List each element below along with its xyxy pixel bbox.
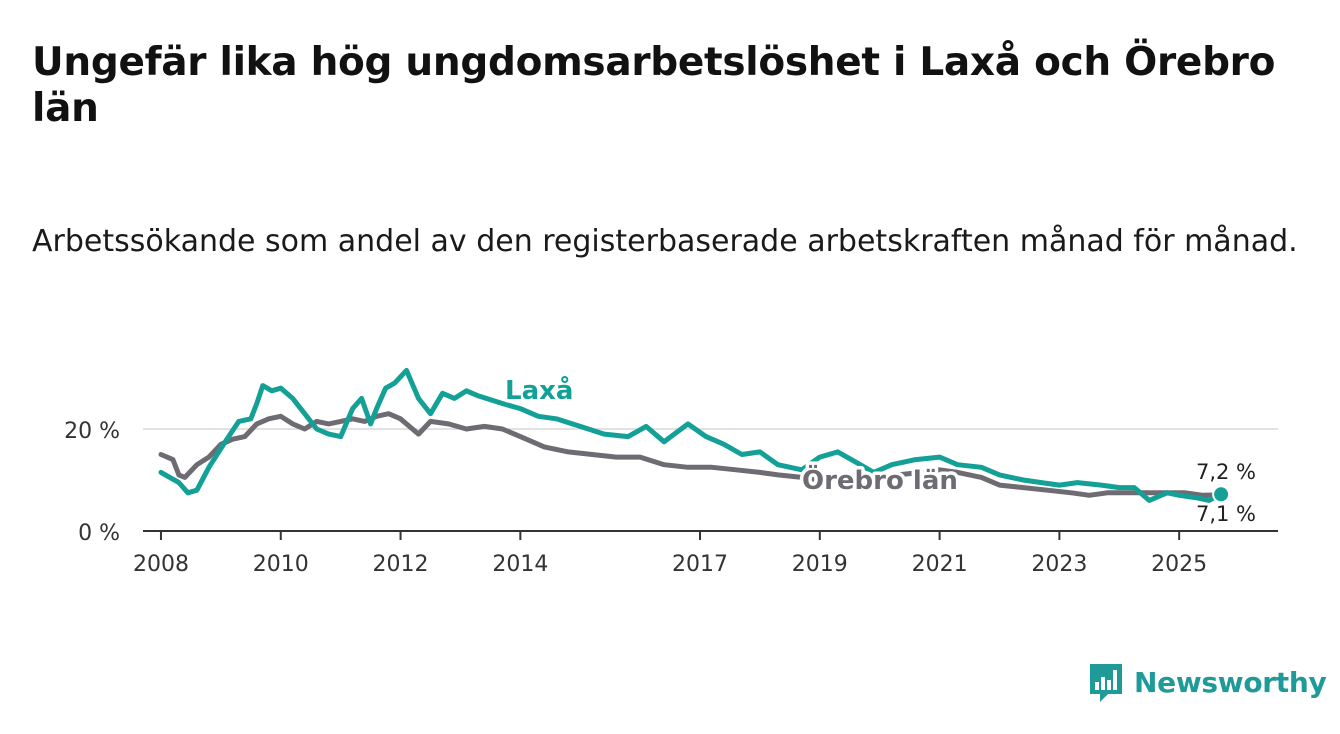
x-tick-label: 2012 xyxy=(373,552,429,577)
x-tick-label: 2025 xyxy=(1151,552,1207,577)
x-tick-label: 2019 xyxy=(792,552,848,577)
series-label-laxa: Laxå xyxy=(505,374,573,406)
page-title: Ungefär lika hög ungdomsarbetslöshet i L… xyxy=(32,40,1276,131)
newsworthy-logo-icon xyxy=(1090,664,1122,702)
x-tick-label: 2021 xyxy=(912,552,968,577)
brand-name: Newsworthy xyxy=(1134,665,1327,699)
series-end-point-laxa xyxy=(1212,485,1231,504)
axes: 0 % 20 % 2008 2010 2012 2014 2017 2019 2021 2023 2… xyxy=(64,419,1278,577)
end-label-laxa: 7,2 % xyxy=(1196,460,1256,484)
x-tick-label: 2023 xyxy=(1031,552,1087,577)
x-tick-label: 2017 xyxy=(672,552,728,577)
brand-logo: Newsworthy xyxy=(1088,660,1327,704)
series-label-orebro-lan: Örebro län xyxy=(802,463,958,496)
x-tick-label: 2014 xyxy=(492,552,548,577)
labels-layer: Laxå Örebro län 7,2 % 7,1 % xyxy=(502,371,1259,529)
x-tick-label: 2010 xyxy=(253,552,309,577)
chart-subtitle: Arbetssökande som andel av den registerb… xyxy=(32,224,1298,259)
series-line-laxa xyxy=(158,367,1224,503)
series-line-orebro-lan xyxy=(158,411,1224,498)
y-tick-label: 20 % xyxy=(64,419,120,444)
y-tick-label: 0 % xyxy=(78,521,120,546)
end-label-orebro-lan: 7,1 % xyxy=(1196,502,1256,526)
series-layer xyxy=(158,367,1231,504)
x-tick-label: 2008 xyxy=(133,552,189,577)
